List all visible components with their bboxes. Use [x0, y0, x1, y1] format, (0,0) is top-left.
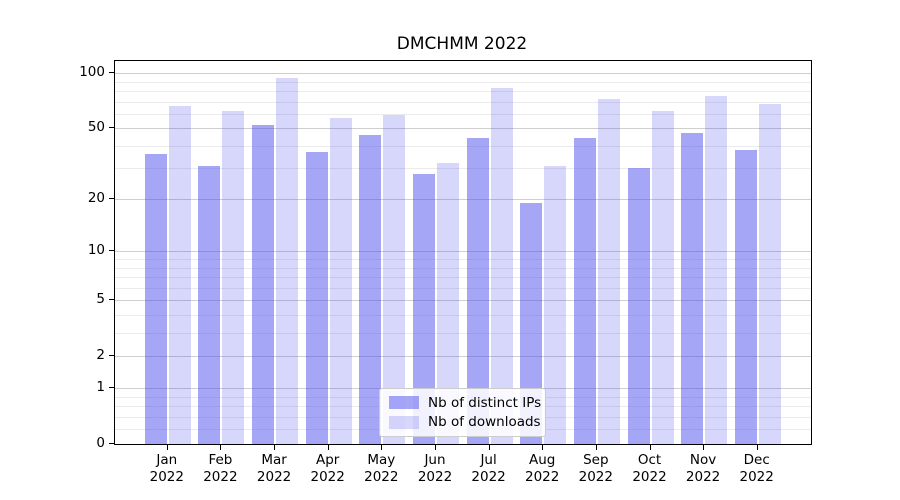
y-gridline-minor	[115, 287, 811, 289]
y-tick-label-100: 100	[79, 64, 105, 81]
x-tick-label-nov: Nov 2022	[685, 452, 721, 485]
bar-oct-distinct-ips	[627, 168, 650, 444]
x-tick-nov	[703, 445, 705, 450]
y-tick-50	[109, 127, 114, 129]
y-gridline-minor	[115, 81, 811, 83]
x-tick-feb	[220, 445, 222, 450]
x-tick-label-mar: Mar 2022	[256, 452, 292, 485]
y-tick-0	[109, 443, 114, 444]
x-tick-label-aug: Aug 2022	[525, 452, 560, 485]
legend: Nb of distinct IPs Nb of downloads	[379, 388, 546, 437]
x-tick-label-jan: Jan 2022	[149, 452, 184, 485]
x-tick-label-sep: Sep 2022	[578, 452, 613, 485]
y-gridline-minor	[115, 101, 811, 103]
bar-nov-downloads	[705, 96, 728, 444]
y-gridline-100	[115, 73, 811, 75]
x-tick-label-oct: Oct 2022	[632, 452, 667, 485]
legend-item-downloads: Nb of downloads	[389, 414, 541, 430]
y-tick-label-0: 0	[96, 435, 105, 451]
x-tick-sep	[595, 445, 597, 450]
x-tick-label-dec: Dec 2022	[739, 452, 774, 485]
y-tick-5	[109, 299, 114, 300]
y-gridline-minor	[115, 168, 811, 170]
y-tick-2	[109, 354, 114, 356]
y-gridline-2	[115, 355, 811, 357]
y-gridline-minor	[115, 113, 811, 115]
x-tick-label-apr: Apr 2022	[310, 452, 345, 485]
y-gridline-minor	[115, 145, 811, 147]
y-tick-label-10: 10	[87, 242, 105, 259]
y-gridline-minor	[115, 90, 811, 92]
y-tick-10	[109, 250, 114, 252]
bar-may-downloads	[383, 115, 406, 444]
y-tick-label-20: 20	[87, 190, 105, 207]
y-gridline-minor	[115, 314, 811, 316]
x-tick-jan	[166, 445, 168, 450]
x-tick-jul	[488, 445, 490, 450]
bar-mar-distinct-ips	[252, 125, 275, 444]
bar-jan-downloads	[168, 106, 191, 444]
bar-aug-downloads	[544, 165, 567, 444]
bar-sep-distinct-ips	[573, 138, 596, 444]
bar-dec-distinct-ips	[734, 149, 757, 444]
x-tick-label-feb: Feb 2022	[203, 452, 238, 485]
bar-nov-distinct-ips	[681, 133, 704, 444]
bar-jan-distinct-ips	[144, 153, 167, 444]
bar-dec-downloads	[758, 103, 781, 444]
y-gridline-50	[115, 128, 811, 130]
bar-jun-downloads	[437, 163, 459, 444]
y-gridline-10	[115, 251, 811, 253]
bar-apr-distinct-ips	[305, 151, 328, 444]
y-tick-20	[109, 198, 114, 200]
x-tick-label-may: May 2022	[364, 452, 399, 485]
legend-swatch-downloads	[389, 415, 419, 429]
x-tick-jun	[435, 445, 436, 450]
y-gridline-minor	[115, 276, 811, 278]
legend-label-downloads: Nb of downloads	[428, 414, 541, 431]
x-tick-may	[381, 445, 383, 450]
chart-title: DMCHMM 2022	[396, 34, 528, 54]
bar-mar-downloads	[276, 78, 299, 444]
x-tick-oct	[649, 445, 651, 450]
legend-label-distinct-ips: Nb of distinct IPs	[428, 394, 542, 411]
y-tick-100	[109, 72, 114, 74]
bar-sep-downloads	[597, 99, 620, 444]
bar-aug-distinct-ips	[520, 203, 543, 444]
x-tick-apr	[327, 445, 329, 450]
legend-swatch-distinct-ips	[389, 396, 419, 410]
y-gridline-minor	[115, 259, 811, 260]
bar-may-distinct-ips	[359, 134, 382, 444]
y-gridline-minor	[115, 332, 811, 334]
x-tick-aug	[542, 445, 544, 450]
y-tick-label-1: 1	[96, 379, 105, 396]
x-tick-mar	[274, 445, 276, 450]
y-tick-1	[109, 387, 114, 389]
y-tick-label-5: 5	[96, 291, 105, 307]
bar-feb-distinct-ips	[198, 165, 221, 444]
bar-feb-downloads	[222, 111, 245, 444]
plot-area	[114, 60, 812, 445]
bar-oct-downloads	[651, 111, 674, 444]
y-gridline-20	[115, 199, 811, 201]
bar-jul-downloads	[490, 88, 513, 444]
bar-jul-distinct-ips	[466, 138, 489, 444]
x-tick-label-jul: Jul 2022	[471, 452, 506, 485]
y-gridline-5	[115, 300, 811, 301]
legend-item-distinct-ips: Nb of distinct IPs	[389, 395, 541, 411]
y-tick-label-50: 50	[87, 119, 105, 136]
y-gridline-minor	[115, 267, 811, 269]
bar-apr-downloads	[329, 117, 352, 444]
x-tick-label-jun: Jun 2022	[417, 452, 453, 485]
bar-jun-distinct-ips	[413, 173, 435, 444]
y-tick-label-2: 2	[96, 346, 105, 363]
x-tick-dec	[756, 445, 758, 450]
